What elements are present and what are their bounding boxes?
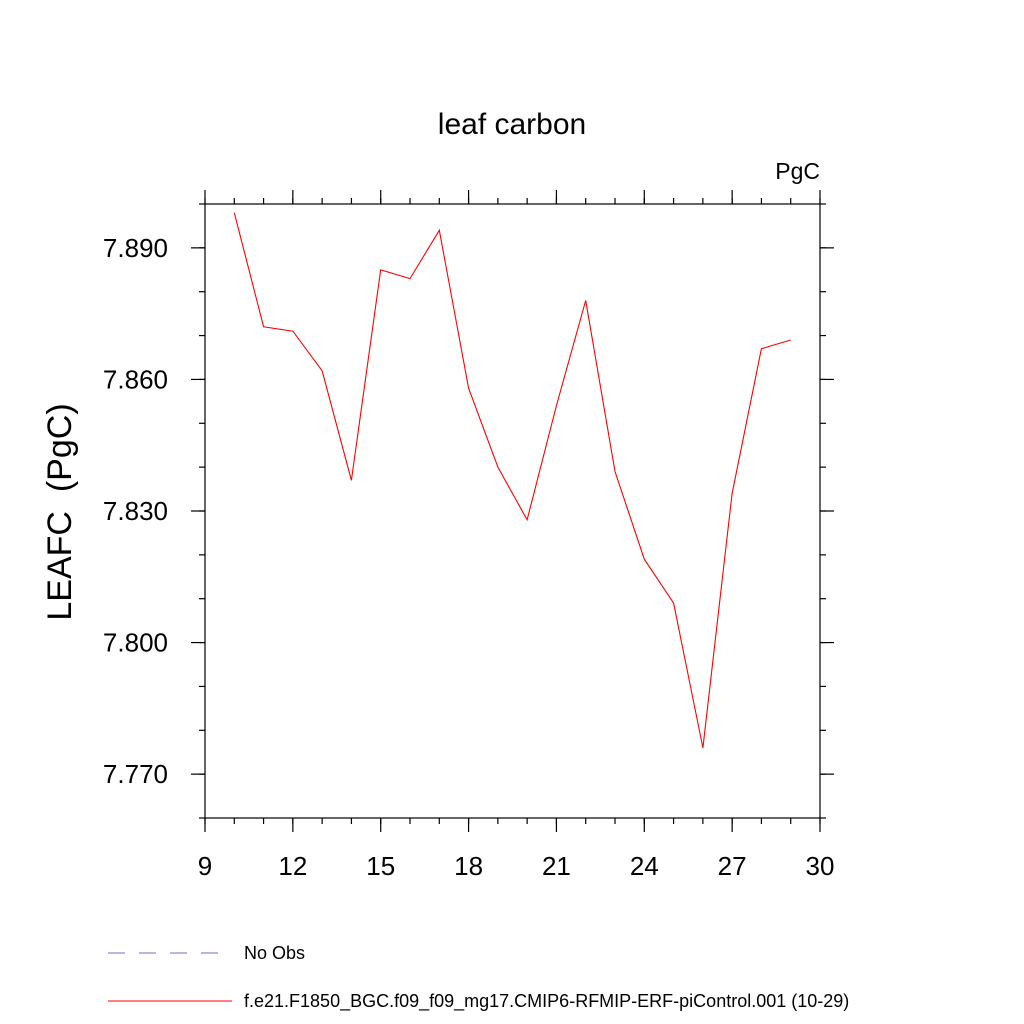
data-point	[761, 348, 762, 349]
legend-label: No Obs	[244, 943, 305, 963]
data-point	[234, 212, 235, 213]
data-point	[702, 747, 703, 748]
data-point	[322, 370, 323, 371]
y-tick-label: 7.830	[103, 496, 168, 526]
data-point	[644, 559, 645, 560]
y-tick-label: 7.770	[103, 759, 168, 789]
x-tick-label: 24	[630, 851, 659, 881]
x-tick-label: 21	[542, 851, 571, 881]
plot-area-frame	[204, 203, 821, 819]
x-tick-label: 18	[454, 851, 483, 881]
data-point	[790, 339, 791, 340]
data-point	[292, 331, 293, 332]
series-layer	[233, 212, 791, 748]
data-point	[527, 519, 528, 520]
x-tick-label: 12	[278, 851, 307, 881]
data-point	[556, 405, 557, 406]
legend-label: f.e21.F1850_BGC.f09_f09_mg17.CMIP6-RFMIP…	[244, 991, 849, 1012]
y-tick-label: 7.890	[103, 233, 168, 263]
y-tick-label: 7.800	[103, 628, 168, 658]
chart-title: leaf carbon	[438, 108, 586, 141]
data-point	[585, 300, 586, 301]
data-point	[351, 480, 352, 481]
x-tick-label: 30	[806, 851, 835, 881]
data-point	[732, 493, 733, 494]
y-tick-label: 7.860	[103, 364, 168, 394]
data-point	[468, 388, 469, 389]
data-point	[409, 278, 410, 279]
data-point	[673, 603, 674, 604]
legend: No Obs f.e21.F1850_BGC.f09_f09_mg17.CMIP6…	[108, 943, 849, 1012]
y-axis-label: LEAFC (PgC)	[41, 403, 79, 620]
axis-ticks	[191, 190, 834, 832]
axis-tick-labels: 9 12 15 18 21 24 27 30 7.770 7.800 7.830 7.860 7.890	[103, 233, 835, 881]
series-line	[233, 212, 791, 748]
data-point	[614, 471, 615, 472]
x-tick-label: 15	[366, 851, 395, 881]
units-label: PgC	[775, 158, 820, 184]
data-point	[380, 269, 381, 270]
data-point	[497, 467, 498, 468]
data-point	[263, 326, 264, 327]
x-tick-label: 27	[718, 851, 747, 881]
data-point	[439, 230, 440, 231]
x-tick-label: 9	[198, 851, 212, 881]
